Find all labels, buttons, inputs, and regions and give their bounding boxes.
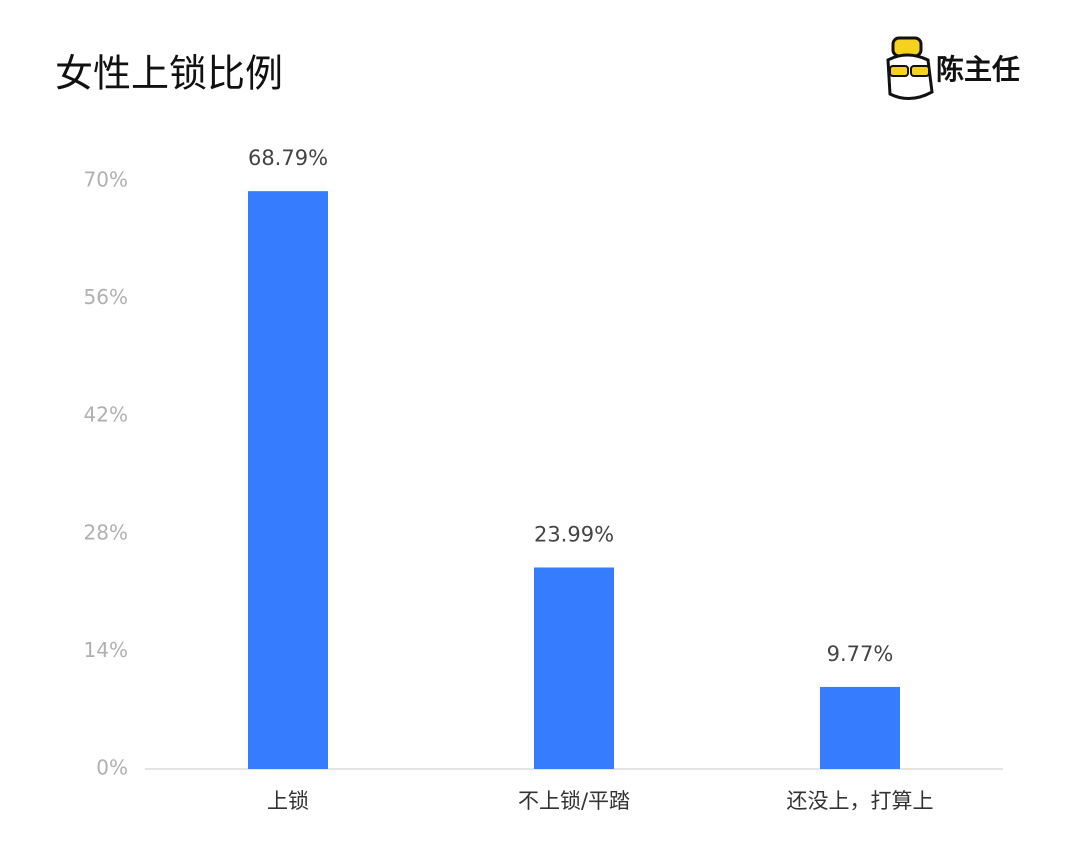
bar [534, 567, 614, 769]
logo-cap [891, 36, 923, 58]
logo-glasses [889, 65, 909, 77]
bar [248, 191, 328, 769]
value-label: 23.99% [534, 522, 614, 546]
y-tick-label: 14% [84, 638, 128, 662]
bar [820, 686, 900, 769]
value-label: 9.77% [827, 642, 894, 666]
x-tick-label: 不上锁/平踏 [518, 789, 630, 813]
logo: 陈主任 [886, 36, 1020, 100]
value-label: 68.79% [248, 146, 328, 170]
y-tick-label: 28% [84, 520, 128, 544]
logo-text: 陈主任 [936, 53, 1020, 86]
y-tick-label: 56% [84, 285, 128, 309]
x-tick-label: 还没上，打算上 [787, 789, 934, 813]
logo-glasses [910, 65, 930, 77]
chart-title: 女性上锁比例 [55, 52, 283, 96]
y-tick-label: 70% [84, 168, 128, 192]
x-tick-label: 上锁 [267, 789, 309, 813]
y-tick-label: 0% [96, 756, 128, 780]
y-tick-label: 42% [84, 403, 128, 427]
